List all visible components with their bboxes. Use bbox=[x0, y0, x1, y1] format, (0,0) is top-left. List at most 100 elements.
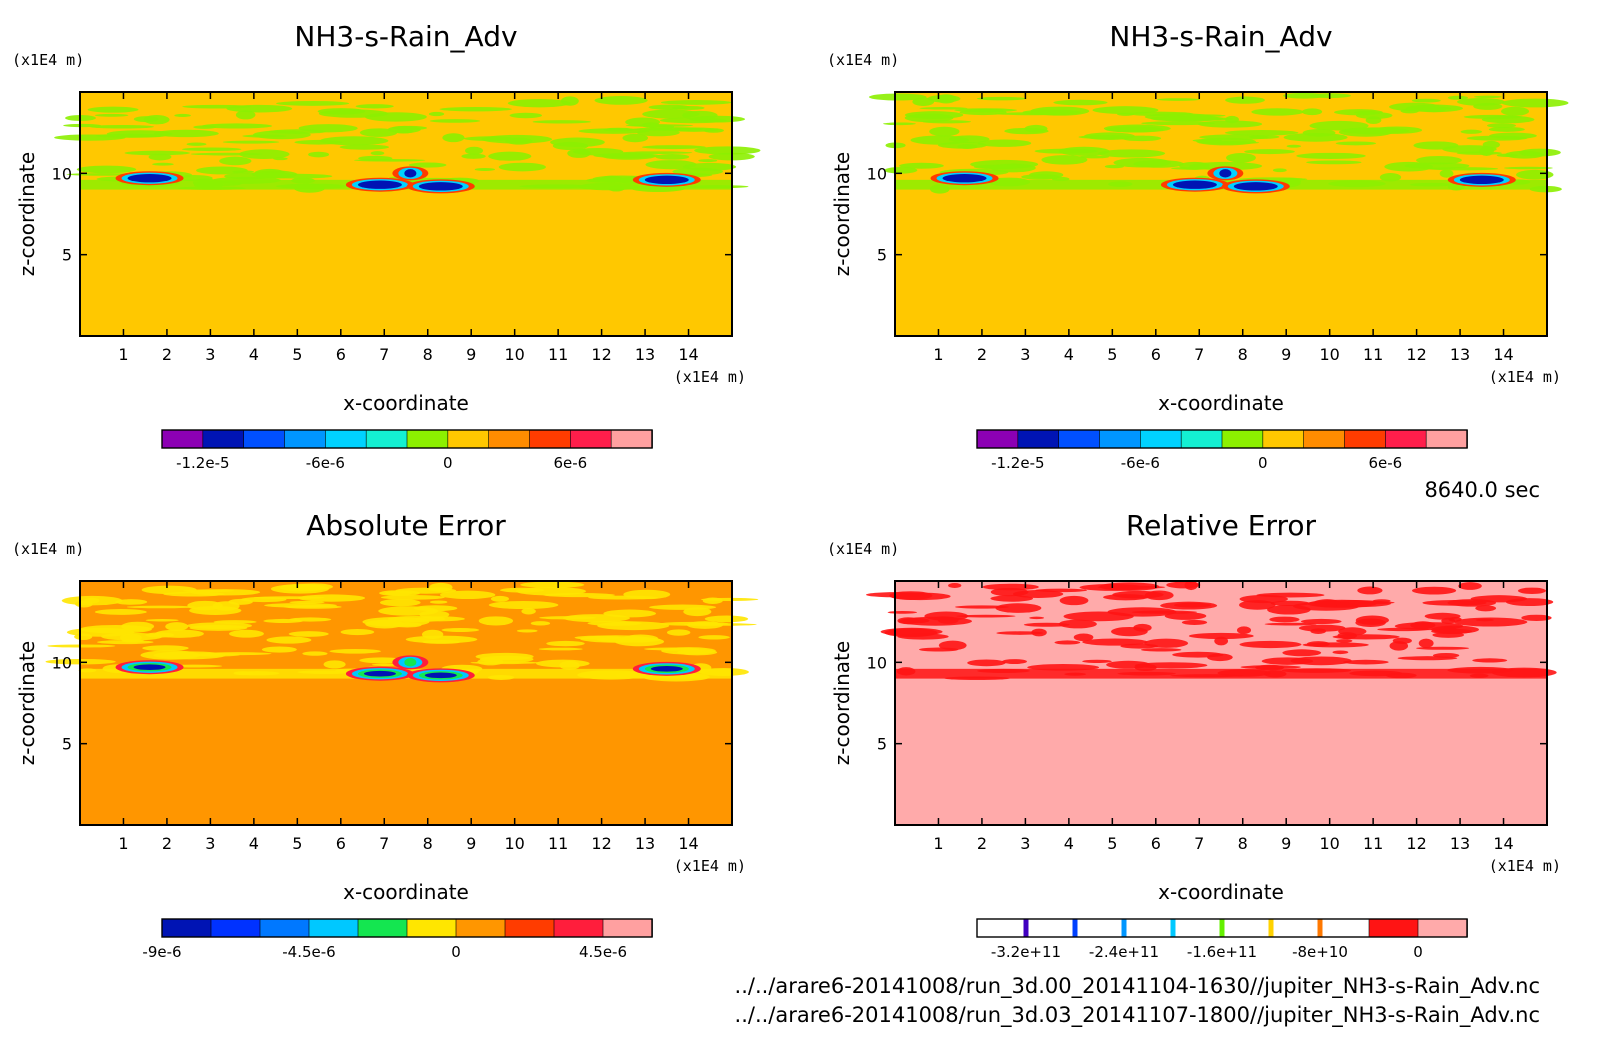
field-blob bbox=[1282, 92, 1326, 99]
field-blob bbox=[567, 148, 591, 158]
field-blob bbox=[1239, 594, 1288, 604]
field-blob bbox=[1300, 618, 1342, 625]
lower-field bbox=[895, 196, 1547, 336]
colorbar-swatch bbox=[284, 429, 327, 449]
field-blob bbox=[308, 151, 330, 158]
y-unit-label: (x1E4 m) bbox=[12, 540, 84, 558]
colorbar-tick-label: -6e-6 bbox=[1121, 454, 1160, 472]
x-tick-label: 3 bbox=[1020, 834, 1030, 853]
field-blob bbox=[1357, 586, 1383, 595]
field-blob bbox=[1424, 612, 1461, 620]
field-blob bbox=[593, 153, 660, 159]
colorbar-swatch bbox=[1017, 429, 1060, 449]
x-tick-label: 10 bbox=[1319, 345, 1339, 364]
field-blob bbox=[546, 640, 585, 647]
field-blob bbox=[969, 108, 1004, 113]
field-blob bbox=[235, 110, 256, 120]
field-blob bbox=[1472, 658, 1508, 663]
field-blob bbox=[47, 644, 116, 648]
y-axis-label: z-coordinate bbox=[15, 641, 39, 765]
time-label: 8640.0 sec bbox=[1424, 478, 1540, 502]
field-feature bbox=[1172, 180, 1217, 189]
x-tick-label: 9 bbox=[466, 345, 476, 364]
field-blob bbox=[1431, 625, 1480, 634]
field-blob bbox=[889, 591, 933, 600]
y-tick-label: 10 bbox=[52, 164, 72, 183]
field-feature bbox=[418, 182, 463, 191]
field-blob bbox=[898, 616, 972, 626]
x-tick-label: 1 bbox=[933, 834, 943, 853]
x-tick-label: 3 bbox=[205, 834, 215, 853]
colorbar-swatch bbox=[1221, 918, 1272, 938]
x-tick-label: 11 bbox=[1363, 834, 1383, 853]
field-blob bbox=[995, 603, 1042, 613]
colorbar-tick-label: -3.2e+11 bbox=[991, 943, 1061, 961]
field-blob bbox=[666, 629, 691, 636]
field-blob bbox=[148, 153, 172, 161]
field-blob bbox=[1458, 582, 1482, 590]
plot-frame bbox=[894, 580, 1548, 826]
field-blob bbox=[461, 153, 486, 159]
colorbar-swatch bbox=[210, 918, 261, 938]
field-blob bbox=[1298, 624, 1346, 632]
field-blob bbox=[379, 598, 421, 607]
x-tick-label: 12 bbox=[1406, 834, 1426, 853]
colorbar-swatch bbox=[529, 429, 572, 449]
colorbar-swatch bbox=[243, 429, 286, 449]
field-blob bbox=[1140, 648, 1182, 652]
colorbar-tick-label: 6e-6 bbox=[1368, 454, 1402, 472]
field-blob bbox=[1290, 656, 1352, 666]
colorbar-marker bbox=[1121, 919, 1127, 937]
field-blob bbox=[1156, 98, 1200, 101]
field-blob bbox=[1041, 155, 1088, 165]
field-blob bbox=[1164, 612, 1207, 620]
field-blob bbox=[1473, 95, 1502, 99]
field-blob bbox=[1104, 164, 1124, 169]
field-blob bbox=[1457, 98, 1505, 106]
field-blob bbox=[302, 651, 328, 656]
field-blob bbox=[1270, 600, 1310, 607]
field-texture bbox=[54, 96, 761, 194]
colorbar-swatch bbox=[1123, 918, 1174, 938]
field-blob bbox=[87, 106, 139, 113]
field-blob bbox=[967, 659, 1006, 667]
field-blob bbox=[371, 663, 399, 667]
colorbar-swatch bbox=[1368, 918, 1419, 938]
field-blob bbox=[463, 136, 515, 141]
field-blob bbox=[298, 594, 366, 602]
field-blob bbox=[976, 96, 1027, 101]
field-blob bbox=[1141, 121, 1215, 126]
x-tick-label: 2 bbox=[162, 834, 172, 853]
field-blob bbox=[1410, 621, 1436, 630]
field-texture bbox=[865, 580, 1557, 681]
colorbar-frame bbox=[161, 918, 653, 938]
field-blob bbox=[429, 600, 448, 604]
field-blob bbox=[186, 142, 207, 146]
colorbar-tick-label: 0 bbox=[1258, 454, 1268, 472]
field-blob bbox=[1516, 169, 1554, 180]
field-blob bbox=[1301, 108, 1323, 116]
colorbar-swatch bbox=[1344, 429, 1387, 449]
x-tick-label: 2 bbox=[977, 345, 987, 364]
field-blob bbox=[359, 128, 398, 137]
x-tick-label: 6 bbox=[336, 834, 346, 853]
field-blob bbox=[521, 608, 536, 615]
field-blob bbox=[428, 587, 451, 592]
chart-panel-1: NH3-s-Rain_Adv(x1E4 m)1 2 3 4 5 6 7 8 9 10 11 12 13 1… bbox=[12, 20, 761, 472]
field-blob bbox=[682, 162, 737, 171]
field-blob bbox=[1113, 157, 1171, 168]
colorbar-swatch bbox=[1025, 918, 1076, 938]
chart-title: Absolute Error bbox=[306, 509, 506, 542]
field-blob bbox=[1496, 153, 1518, 158]
field-blob bbox=[704, 615, 749, 623]
field-blob bbox=[1058, 146, 1110, 156]
field-blob bbox=[1488, 126, 1525, 132]
x-tick-label: 7 bbox=[1194, 345, 1204, 364]
colorbar-frame bbox=[161, 429, 653, 449]
field-blob bbox=[1023, 622, 1070, 627]
x-tick-label: 11 bbox=[1363, 345, 1383, 364]
colorbar-swatch bbox=[1140, 429, 1182, 449]
field-blob bbox=[1054, 640, 1081, 645]
field-blob bbox=[189, 624, 248, 631]
x-tick-label: 14 bbox=[678, 345, 698, 364]
